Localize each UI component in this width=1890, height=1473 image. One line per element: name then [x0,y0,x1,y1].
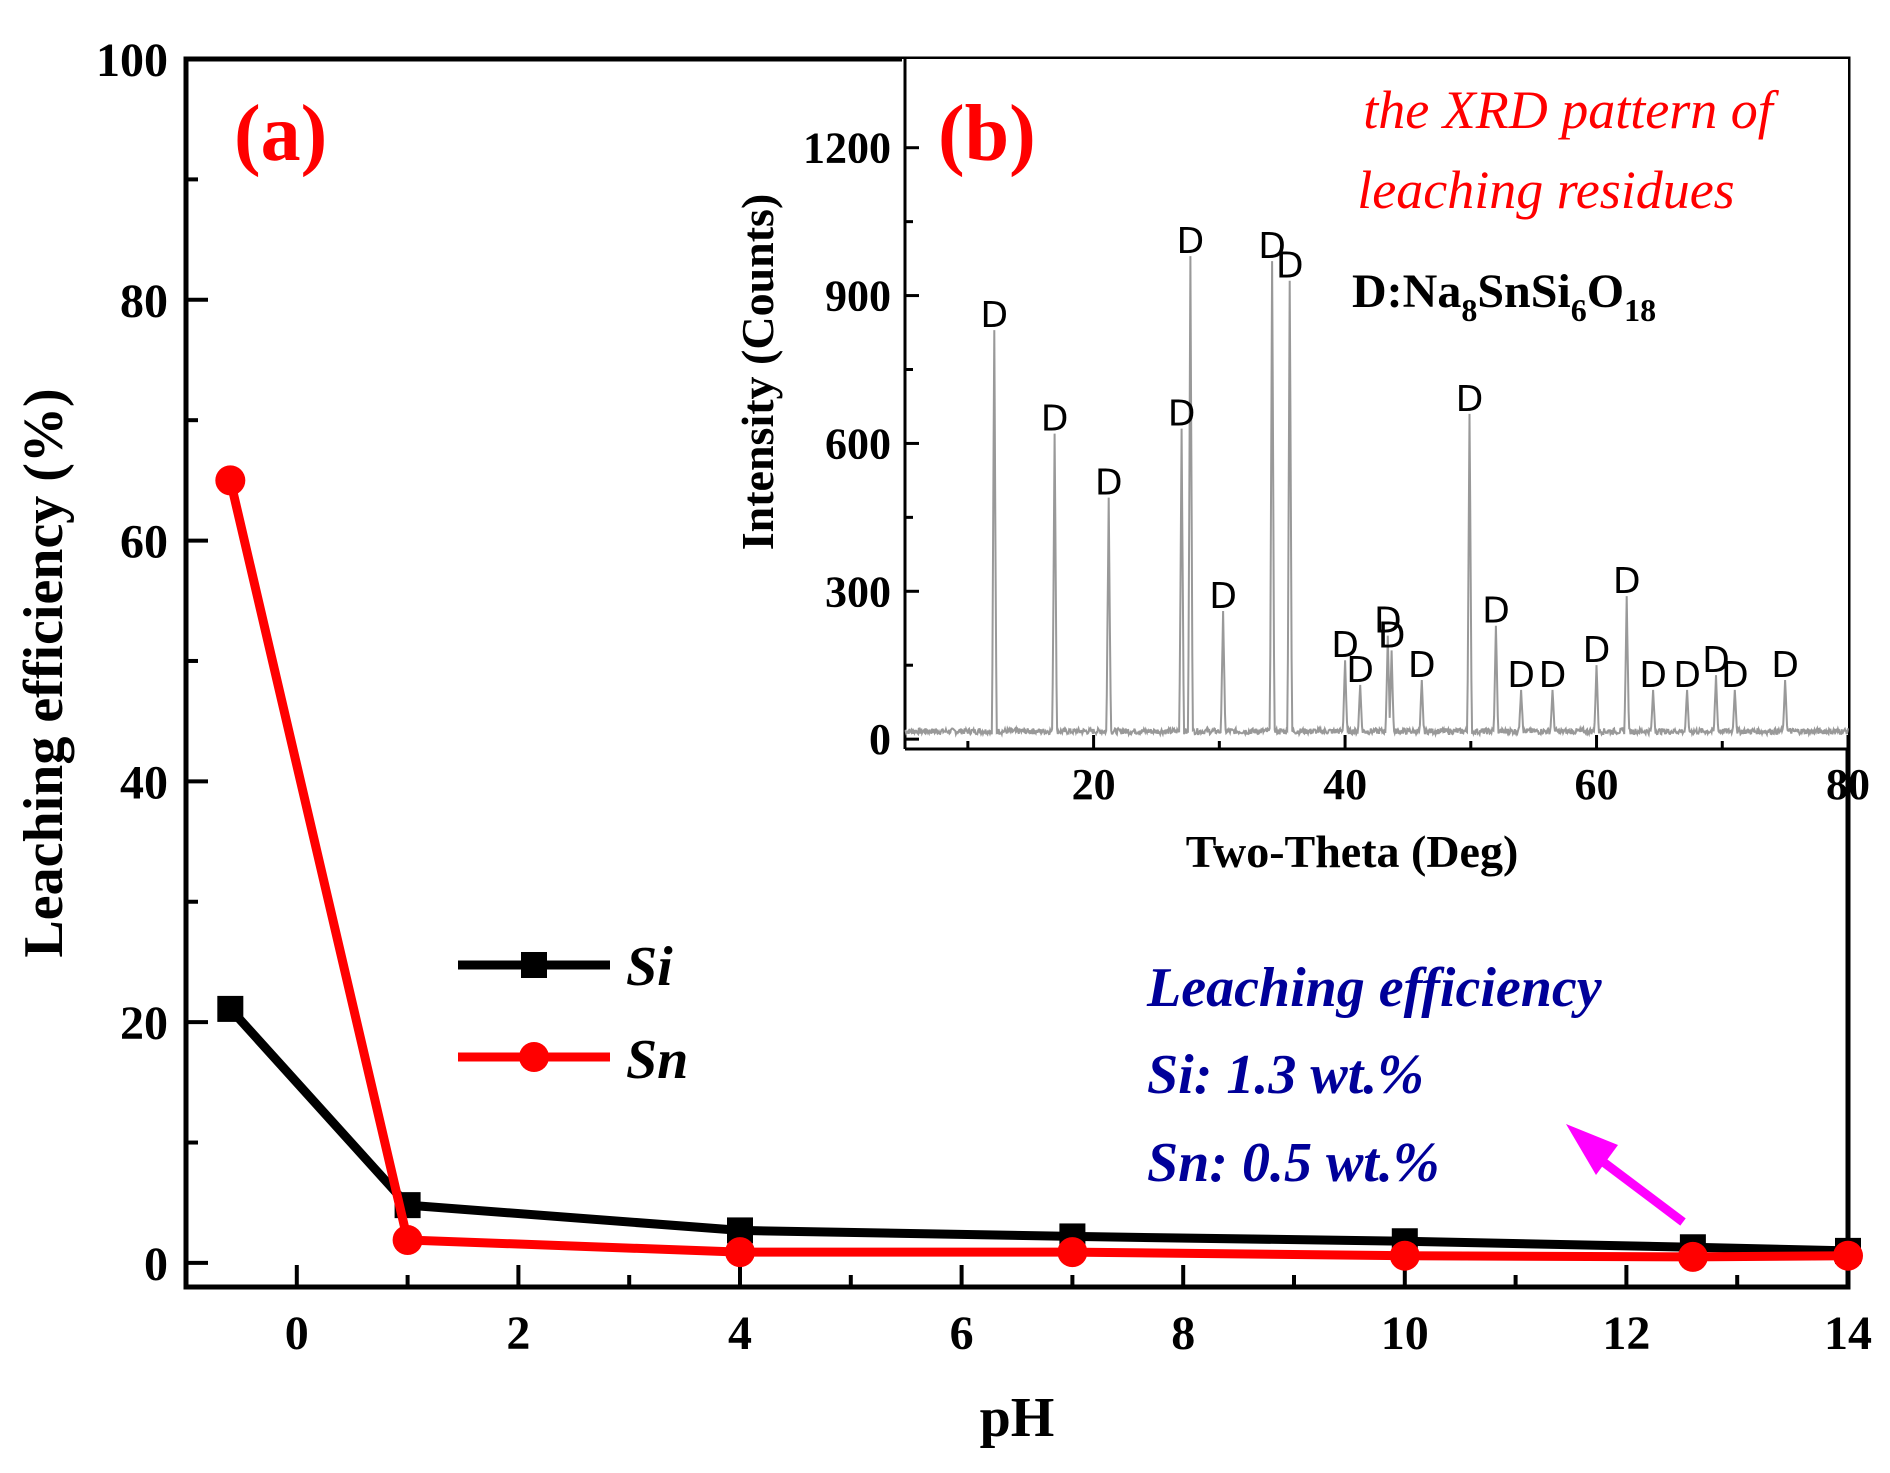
series-si-point [217,995,244,1022]
main-x-axis-title: pH [980,1387,1055,1449]
inset-ticks: 20 40 60 80 0 300 600 900 1200 [803,124,1870,809]
peak-label: D [1702,640,1730,681]
x-tick-label: 4 [728,1307,752,1360]
peak-label: D [1276,246,1304,287]
inset-x-tick-label: 40 [1323,760,1367,809]
legend-si-label: Si [626,936,673,998]
inset-xrd-pattern [904,256,1849,739]
peak-label: D [1095,463,1123,504]
peak-label: D [1346,650,1374,691]
y-tick-label: 100 [96,34,168,87]
peak-label: D [1771,645,1799,686]
inset-x-tick-label: 20 [1072,760,1116,809]
annotation-si-value: Si: 1.3 wt.% [1147,1044,1424,1106]
y-tick-label: 40 [120,756,168,809]
inset-y-axis-title: Intensity (Counts) [732,194,783,551]
inset-y-tick-label: 0 [869,715,891,764]
inset-x-axis-title: Two-Theta (Deg) [1186,826,1519,877]
series-sn-point [215,465,246,496]
legend-si-marker [521,952,547,978]
annotation-sn-value: Sn: 0.5 wt.% [1147,1132,1440,1194]
annotation-arrow-head [1566,1124,1618,1175]
x-tick-label: 12 [1602,1307,1650,1360]
peak-label: D [1258,226,1286,267]
inset-title-line-1: the XRD pattern of [1363,80,1779,140]
x-tick-label: 0 [285,1307,309,1360]
peak-label: D [1456,379,1484,420]
peak-label: D [1583,630,1611,671]
peak-label: D [1168,394,1196,435]
peak-label: D [1539,655,1567,696]
peak-label: D [1378,615,1406,656]
annotation-block: Leaching efficiency Si: 1.3 wt.% Sn: 0.5… [1146,957,1686,1226]
series-sn-point [725,1237,755,1268]
phase-key: D:Na8SnSi6O18 [1352,265,1656,328]
annotation-arrow-shaft [1587,1148,1686,1226]
inset-y-tick-label: 900 [825,272,891,321]
inset-y-tick-label: 300 [825,567,891,616]
peak-label: D [1507,655,1535,696]
y-tick-label: 0 [144,1238,168,1291]
main-series [215,465,1863,1272]
y-tick-label: 60 [120,516,168,569]
peak-label: D [1331,625,1359,666]
series-sn-point [392,1225,423,1256]
inset-x-tick-label: 60 [1575,760,1619,809]
series-sn-point [1833,1240,1863,1271]
peak-label: D [1209,576,1237,617]
y-tick-label: 80 [120,275,168,328]
peak-label: D [1482,591,1510,632]
peak-label: D [1613,561,1641,602]
series-si-line [226,1005,1849,1256]
main-panel: 0 2 4 6 8 10 12 14 0 20 40 60 80 100 Leaching efficie… [13,34,1872,1449]
x-tick-label: 8 [1171,1307,1195,1360]
main-legend: Si Sn [458,936,688,1091]
inset-y-tick-label: 1200 [803,124,891,173]
annotation-title: Leaching efficiency [1146,957,1603,1019]
peak-label: D [1673,655,1701,696]
x-tick-label: 6 [950,1307,974,1360]
panel-label-a: (a) [234,90,327,178]
peak-label: D [1177,221,1205,262]
main-y-axis-title: Leaching efficiency (%) [13,388,75,957]
peak-label: D [1721,655,1749,696]
inset-bg [902,59,1848,749]
series-sn-point [1389,1240,1420,1271]
xrd-pattern-line [904,256,1849,739]
legend-sn-label: Sn [626,1029,688,1091]
series-sn-point [1677,1241,1708,1272]
main-ticks: 0 2 4 6 8 10 12 14 0 20 40 60 80 100 [96,34,1872,1360]
peak-label: D [980,295,1008,336]
inset-x-tick-label: 80 [1826,760,1870,809]
panel-label-b: (b) [938,90,1036,178]
series-sn-point [1057,1237,1088,1268]
inset-title-line-2: leaching residues [1357,160,1734,220]
peak-label: D [1408,645,1436,686]
peak-label: D [1639,655,1667,696]
peak-label: D [1041,399,1069,440]
peak-label: D [1374,601,1402,642]
legend-sn-marker [519,1042,549,1072]
x-tick-label: 10 [1381,1307,1429,1360]
inset-y-tick-label: 600 [825,419,891,468]
x-tick-label: 2 [506,1307,530,1360]
y-tick-label: 20 [120,997,168,1050]
x-tick-label: 14 [1824,1307,1872,1360]
